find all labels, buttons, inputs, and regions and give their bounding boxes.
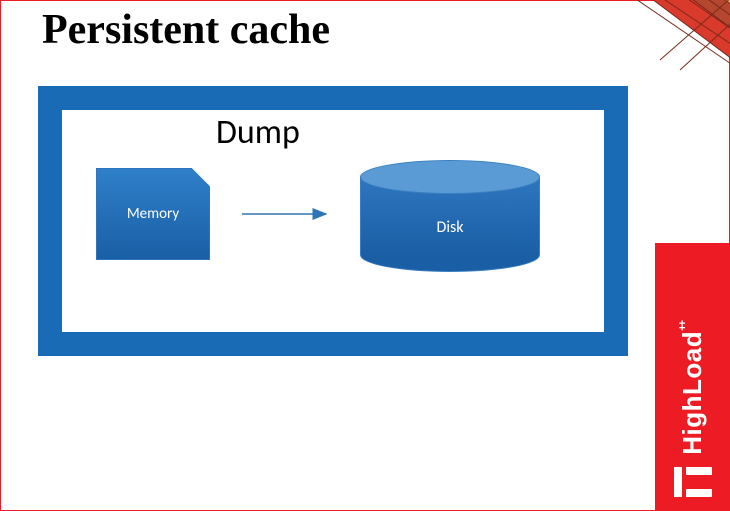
sidebar-text: HighLoad — [677, 331, 707, 455]
sidebar-plus-icon: ++ — [677, 322, 689, 331]
disk-top-ellipse — [360, 160, 540, 194]
disk-node: Disk — [360, 160, 540, 272]
sidebar-logo-icon — [674, 467, 712, 497]
disk-label: Disk — [360, 218, 540, 237]
sidebar-label: HighLoad++ — [677, 322, 708, 455]
sidebar-brand: HighLoad++ — [655, 243, 730, 511]
